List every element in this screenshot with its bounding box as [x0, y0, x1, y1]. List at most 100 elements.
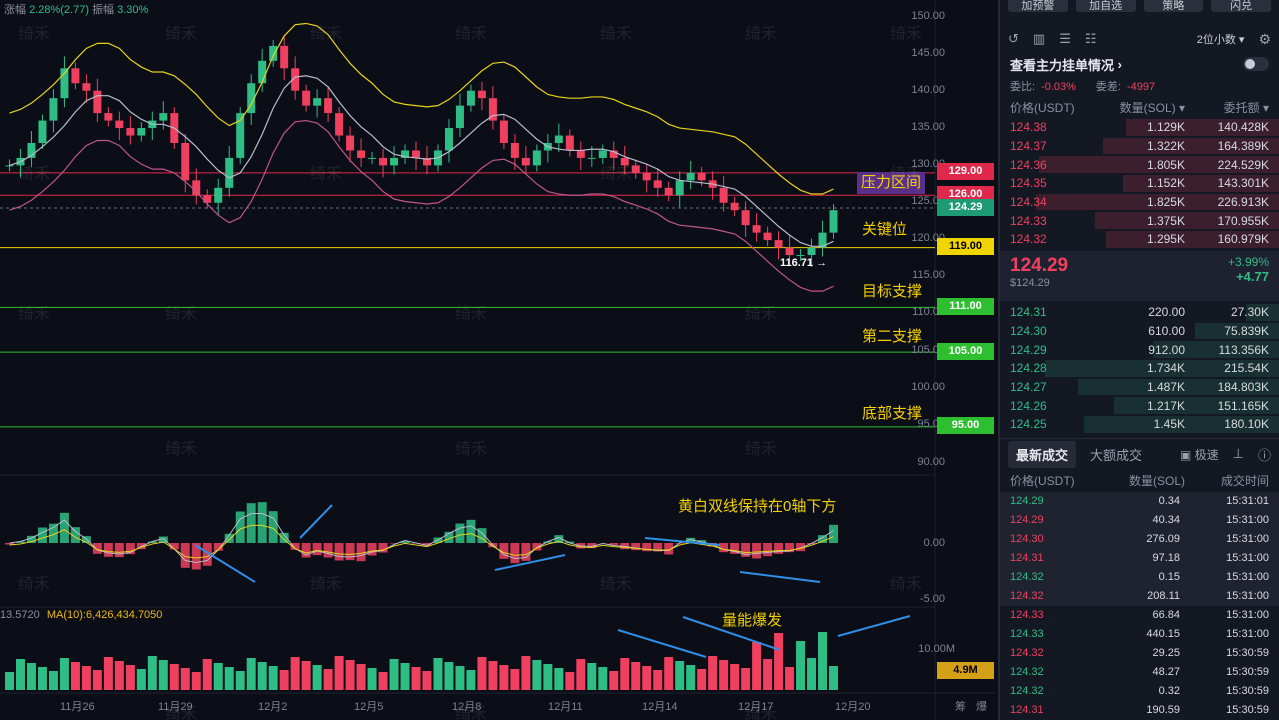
candle-body [346, 135, 355, 151]
volume-bar [664, 657, 674, 690]
macd-bar [59, 512, 69, 543]
bid-row[interactable]: 124.26 1.217K 151.165K [1000, 396, 1279, 415]
ask-row[interactable]: 124.33 1.375K 170.955K [1000, 211, 1279, 230]
trade-time: 15:31:00 [1226, 514, 1269, 527]
bid-row[interactable]: 124.30 610.00 75.839K [1000, 322, 1279, 341]
macd-bar [158, 536, 168, 543]
date-label: 11月26 [60, 701, 95, 713]
candle-body [49, 98, 58, 121]
volume-bar [763, 659, 773, 690]
bid-row[interactable]: 124.27 1.487K 184.803K [1000, 378, 1279, 397]
volume-bar [774, 633, 784, 690]
order-total: 184.803K [1217, 379, 1269, 394]
main-orders-toggle[interactable] [1243, 57, 1269, 71]
volume-bar [301, 661, 311, 690]
strategy-button[interactable]: 策略 [1143, 0, 1204, 12]
price-axis-label: 100.00 [911, 381, 945, 393]
precision-select[interactable]: 2位小数 ▾ [1196, 34, 1245, 46]
candle-body [642, 172, 651, 181]
depth-bar [1083, 415, 1279, 433]
filter-icon[interactable]: ⊥ [1232, 446, 1244, 462]
trade-qty: 190.59 [1146, 704, 1180, 717]
settings-icon[interactable]: ⚙ [1258, 30, 1271, 47]
add-favorite-button[interactable]: 加自选 [1075, 0, 1136, 12]
candle-body [236, 113, 245, 158]
fast-toggle[interactable]: ▣ 极速 [1179, 447, 1219, 462]
macd-bar [246, 503, 256, 543]
price-axis-label: 130.00 [911, 158, 945, 170]
ask-row[interactable]: 124.38 1.129K 140.428K [1000, 118, 1279, 137]
order-total: 164.389K [1217, 139, 1269, 154]
last-price-usd: $124.29 [1010, 276, 1050, 289]
total-column-select[interactable]: 委托额 ▾ [1223, 100, 1269, 115]
main-orders-header[interactable]: 查看主力挂单情况 › [1000, 52, 1279, 76]
list-alt-icon[interactable]: ☷ [1084, 31, 1097, 46]
volume-bar [598, 667, 608, 690]
volume-bar [785, 667, 795, 690]
volume-bar [400, 663, 410, 690]
info-icon[interactable]: ⓘ [1257, 447, 1271, 463]
macd-bar [554, 535, 564, 543]
macd-bar [642, 543, 652, 552]
candle-body [258, 60, 267, 84]
price-chart[interactable]: 涨幅 2.28%(2.77) 振幅 3.30% 150.00 145.00 140.… [0, 0, 1186, 720]
convert-button[interactable]: 闪兑 [1211, 0, 1271, 12]
volume-bar [587, 663, 597, 690]
order-price: 124.38 [1010, 120, 1047, 135]
ask-row[interactable]: 124.36 1.805K 224.529K [1000, 155, 1279, 174]
macd-bar [785, 543, 795, 553]
volume-bar [169, 664, 179, 690]
burst-label[interactable]: 爆 [976, 701, 987, 713]
macd-bar [191, 543, 201, 570]
ask-row[interactable]: 124.34 1.825K 226.913K [1000, 193, 1279, 212]
tab-large-trades[interactable]: 大额成交 [1090, 447, 1143, 463]
candle-body [82, 83, 91, 91]
macd-bar [180, 543, 190, 568]
macd-bar [235, 511, 245, 543]
price-axis-label: 125.00 [911, 195, 945, 207]
trade-time: 15:31:00 [1226, 552, 1269, 565]
macd-bar [114, 543, 124, 558]
add-alert-button[interactable]: 加预警 [1008, 0, 1068, 12]
bid-row[interactable]: 124.28 1.734K 215.54K [1000, 359, 1279, 378]
bid-row[interactable]: 124.25 1.45K 180.10K [1000, 415, 1279, 434]
depth-bar [1094, 212, 1279, 230]
ask-row[interactable]: 124.32 1.295K 160.979K [1000, 230, 1279, 249]
undo-icon[interactable]: ↺ [1008, 31, 1019, 46]
trade-time: 15:30:59 [1226, 647, 1269, 660]
trade-qty: 276.09 [1146, 533, 1180, 546]
qty-column-select[interactable]: 数量(SOL) ▾ [1119, 100, 1185, 115]
macd-bar [521, 543, 531, 561]
macd-bar [796, 543, 806, 552]
order-price: 124.28 [1010, 361, 1047, 376]
macd-bar [389, 543, 399, 544]
candle-body [653, 180, 662, 188]
trade-price: 124.29 [1010, 514, 1044, 527]
candle-body [203, 195, 212, 203]
price-tag-current: 124.29 [937, 199, 994, 216]
candle-body [423, 157, 431, 166]
price-tag-126: 126.00 [937, 186, 994, 203]
candlestick-chart-svg[interactable] [0, 0, 995, 720]
macd-bar [730, 543, 740, 554]
macd-bar [92, 543, 102, 554]
bid-row[interactable]: 124.31 220.00 27.30K [1000, 303, 1279, 322]
chip-label[interactable]: 筹 [955, 701, 966, 713]
ask-row[interactable]: 124.37 1.322K 164.389K [1000, 137, 1279, 156]
date-label: 12月8 [452, 701, 482, 713]
macd-axis-neg5: -5.00 [919, 593, 945, 605]
trade-qty: 66.84 [1152, 609, 1180, 622]
volume-bar [741, 668, 751, 690]
trade-price: 124.32 [1010, 647, 1044, 660]
macd-bar [422, 543, 432, 546]
bid-row[interactable]: 124.29 912.00 113.356K [1000, 340, 1279, 359]
volume-axis-10m: 10.00M [918, 643, 955, 655]
candle-body [137, 128, 146, 136]
order-qty: 1.375K [1146, 213, 1185, 228]
list-icon[interactable]: ☰ [1059, 31, 1071, 46]
macd-bar [323, 543, 333, 558]
boll-mid-line [9, 75, 834, 247]
layout-icon[interactable]: ▥ [1032, 31, 1046, 46]
ask-row[interactable]: 124.35 1.152K 143.301K [1000, 174, 1279, 193]
tab-latest-trades[interactable]: 最新成交 [1008, 440, 1077, 468]
